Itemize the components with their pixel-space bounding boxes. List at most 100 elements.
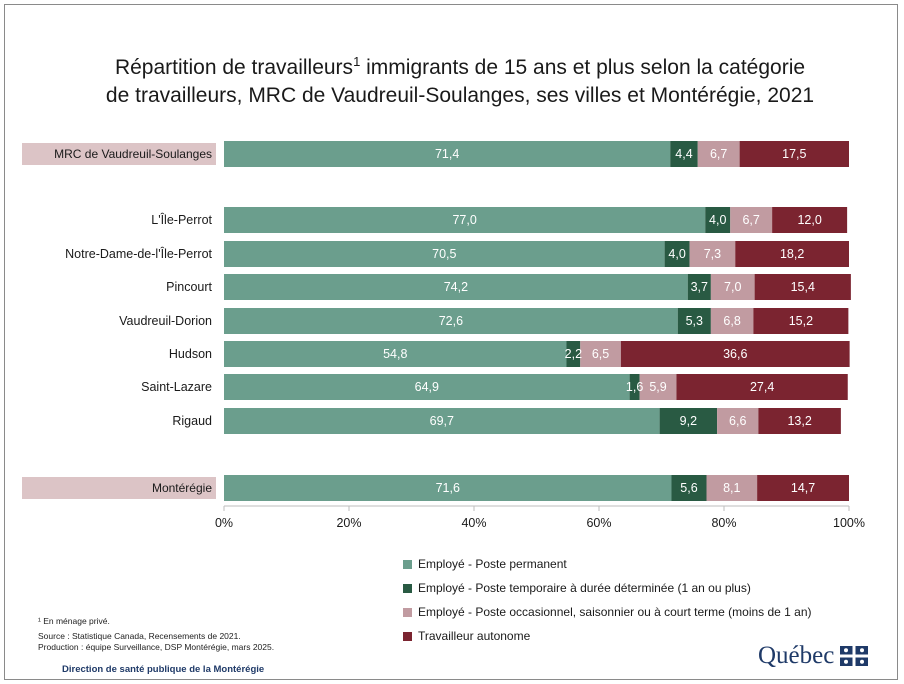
bar-hudson-s1 — [224, 341, 567, 367]
legend-swatch — [403, 559, 412, 569]
value-label-hudson-s2: 2,2 — [565, 347, 582, 361]
production-note: Production : équipe Surveillance, DSP Mo… — [38, 642, 275, 652]
bar-l-ile-perrot-s3 — [730, 207, 773, 233]
bar-notre-dame-de-l-ile-perrot-s4 — [735, 241, 849, 267]
value-label-l-ile-perrot-s3: 6,7 — [742, 213, 759, 227]
bar-saint-lazare-s3 — [639, 374, 677, 400]
footnote: ¹ En ménage privé. — [38, 616, 110, 626]
bar-pincourt-s4 — [754, 274, 851, 300]
value-label-pincourt-s2: 3,7 — [691, 280, 708, 294]
value-label-mrc-de-vaudreuil-soulanges-s4: 17,5 — [782, 147, 806, 161]
category-label-vaudreuil-dorion: Vaudreuil-Dorion — [119, 314, 212, 328]
bar-saint-lazare-s2 — [629, 374, 640, 400]
bar-notre-dame-de-l-ile-perrot-s2 — [664, 241, 690, 267]
value-label-notre-dame-de-l-ile-perrot-s1: 70,5 — [432, 247, 456, 261]
chart-title: Répartition de travailleurs1 immigrants … — [60, 48, 860, 110]
category-label-l-ile-perrot: L'Île-Perrot — [151, 212, 212, 227]
value-label-rigaud-s2: 9,2 — [680, 414, 697, 428]
value-label-rigaud-s4: 13,2 — [787, 414, 811, 428]
value-labels-layer: 71,4 4,4 6,7 17,5 77,0 4,0 6,7 12,0 70,5 4,0 7,3 18… — [383, 147, 822, 495]
value-label-vaudreuil-dorion-s2: 5,3 — [686, 314, 703, 328]
title-footnote-marker: 1 — [353, 54, 361, 69]
category-label-saint-lazare: Saint-Lazare — [141, 380, 212, 394]
legend-label: Employé - Poste occasionnel, saisonnier … — [418, 605, 812, 619]
legend: Employé - Poste permanent Employé - Poste… — [403, 552, 812, 648]
bar-notre-dame-de-l-ile-perrot-s3 — [689, 241, 736, 267]
legend-label: Travailleur autonome — [418, 629, 531, 643]
bar-vaudreuil-dorion-s2 — [677, 308, 711, 334]
fleur-de-lis-flag-icon — [840, 646, 869, 666]
value-label-saint-lazare-s3: 5,9 — [649, 380, 666, 394]
bar-pincourt-s1 — [224, 274, 688, 300]
bar-saint-lazare-s1 — [224, 374, 630, 400]
title-line-2: de travailleurs, MRC de Vaudreuil-Soulan… — [105, 84, 815, 107]
category-label-rigaud: Rigaud — [172, 414, 212, 428]
bar-rigaud-s4 — [758, 408, 841, 434]
legend-item-4: Travailleur autonome — [403, 624, 812, 648]
category-label-hudson: Hudson — [169, 347, 212, 361]
value-label-vaudreuil-dorion-s4: 15,2 — [789, 314, 813, 328]
value-label-hudson-s3: 6,5 — [592, 347, 609, 361]
value-label-saint-lazare-s2: 1,6 — [626, 380, 643, 394]
bar-vaudreuil-dorion-s1 — [224, 308, 678, 334]
category-highlight-mrc-de-vaudreuil-soulanges — [22, 143, 216, 165]
direction-label: Direction de santé publique de la Montér… — [62, 664, 265, 675]
bar-l-ile-perrot-s2 — [705, 207, 731, 233]
value-label-mrc-de-vaudreuil-soulanges-s3: 6,7 — [710, 147, 727, 161]
value-label-pincourt-s1: 74,2 — [444, 280, 468, 294]
bar-mrc-de-vaudreuil-soulanges-s1 — [224, 141, 671, 167]
x-tick-label: 100% — [833, 516, 865, 530]
bars-layer — [224, 141, 851, 501]
bar-mrc-de-vaudreuil-soulanges-s3 — [697, 141, 740, 167]
category-highlight-monteregie — [22, 477, 216, 499]
legend-label: Employé - Poste permanent — [418, 557, 567, 571]
value-label-saint-lazare-s4: 27,4 — [750, 380, 774, 394]
bar-rigaud-s3 — [717, 408, 759, 434]
x-tick-label: 20% — [336, 516, 361, 530]
bar-rigaud-s1 — [224, 408, 660, 434]
value-label-pincourt-s4: 15,4 — [791, 280, 815, 294]
value-label-monteregie-s3: 8,1 — [723, 481, 740, 495]
legend-item-3: Employé - Poste occasionnel, saisonnier … — [403, 600, 812, 624]
value-label-notre-dame-de-l-ile-perrot-s3: 7,3 — [704, 247, 721, 261]
value-label-l-ile-perrot-s2: 4,0 — [709, 213, 726, 227]
category-label-pincourt: Pincourt — [166, 280, 212, 294]
notes: ¹ En ménage privé. Source : Statistique … — [38, 616, 274, 653]
category-label-mrc-de-vaudreuil-soulanges: MRC de Vaudreuil-Soulanges — [54, 147, 212, 161]
bar-pincourt-s3 — [710, 274, 755, 300]
category-labels-layer: MRC de Vaudreuil-Soulanges L'Île-Perrot No… — [54, 147, 212, 495]
source-note: Source : Statistique Canada, Recensement… — [38, 631, 241, 641]
bar-pincourt-s2 — [687, 274, 711, 300]
bar-mrc-de-vaudreuil-soulanges-s2 — [670, 141, 698, 167]
legend-swatch — [403, 583, 412, 593]
bar-vaudreuil-dorion-s3 — [710, 308, 754, 334]
legend-swatch — [403, 631, 412, 641]
value-label-monteregie-s1: 71,6 — [436, 481, 460, 495]
bar-monteregie-s4 — [757, 475, 849, 501]
x-axis-layer: 0% 20% 40% 60% 80% 100% — [215, 505, 865, 530]
value-label-rigaud-s1: 69,7 — [430, 414, 454, 428]
value-label-saint-lazare-s1: 64,9 — [415, 380, 439, 394]
bar-notre-dame-de-l-ile-perrot-s1 — [224, 241, 665, 267]
value-label-l-ile-perrot-s4: 12,0 — [797, 213, 821, 227]
title-line-1: Répartition de travailleurs1 immigrants … — [114, 54, 806, 79]
x-tick-label: 80% — [711, 516, 736, 530]
category-label-notre-dame-de-l-ile-perrot: Notre-Dame-de-l'Île-Perrot — [65, 246, 212, 261]
value-label-mrc-de-vaudreuil-soulanges-s2: 4,4 — [675, 147, 692, 161]
value-label-vaudreuil-dorion-s3: 6,8 — [723, 314, 740, 328]
value-label-monteregie-s4: 14,7 — [791, 481, 815, 495]
x-tick-label: 0% — [215, 516, 233, 530]
legend-item-2: Employé - Poste temporaire à durée déter… — [403, 576, 812, 600]
bar-hudson-s2 — [566, 341, 581, 367]
bar-monteregie-s3 — [706, 475, 758, 501]
value-label-mrc-de-vaudreuil-soulanges-s1: 71,4 — [435, 147, 459, 161]
bar-rigaud-s2 — [659, 408, 718, 434]
bar-monteregie-s1 — [224, 475, 672, 501]
bar-hudson-s3 — [580, 341, 621, 367]
bar-vaudreuil-dorion-s4 — [753, 308, 849, 334]
logo-text: Québec — [758, 642, 835, 669]
value-label-notre-dame-de-l-ile-perrot-s4: 18,2 — [780, 247, 804, 261]
value-label-vaudreuil-dorion-s1: 72,6 — [439, 314, 463, 328]
value-label-pincourt-s3: 7,0 — [724, 280, 741, 294]
value-label-hudson-s4: 36,6 — [723, 347, 747, 361]
